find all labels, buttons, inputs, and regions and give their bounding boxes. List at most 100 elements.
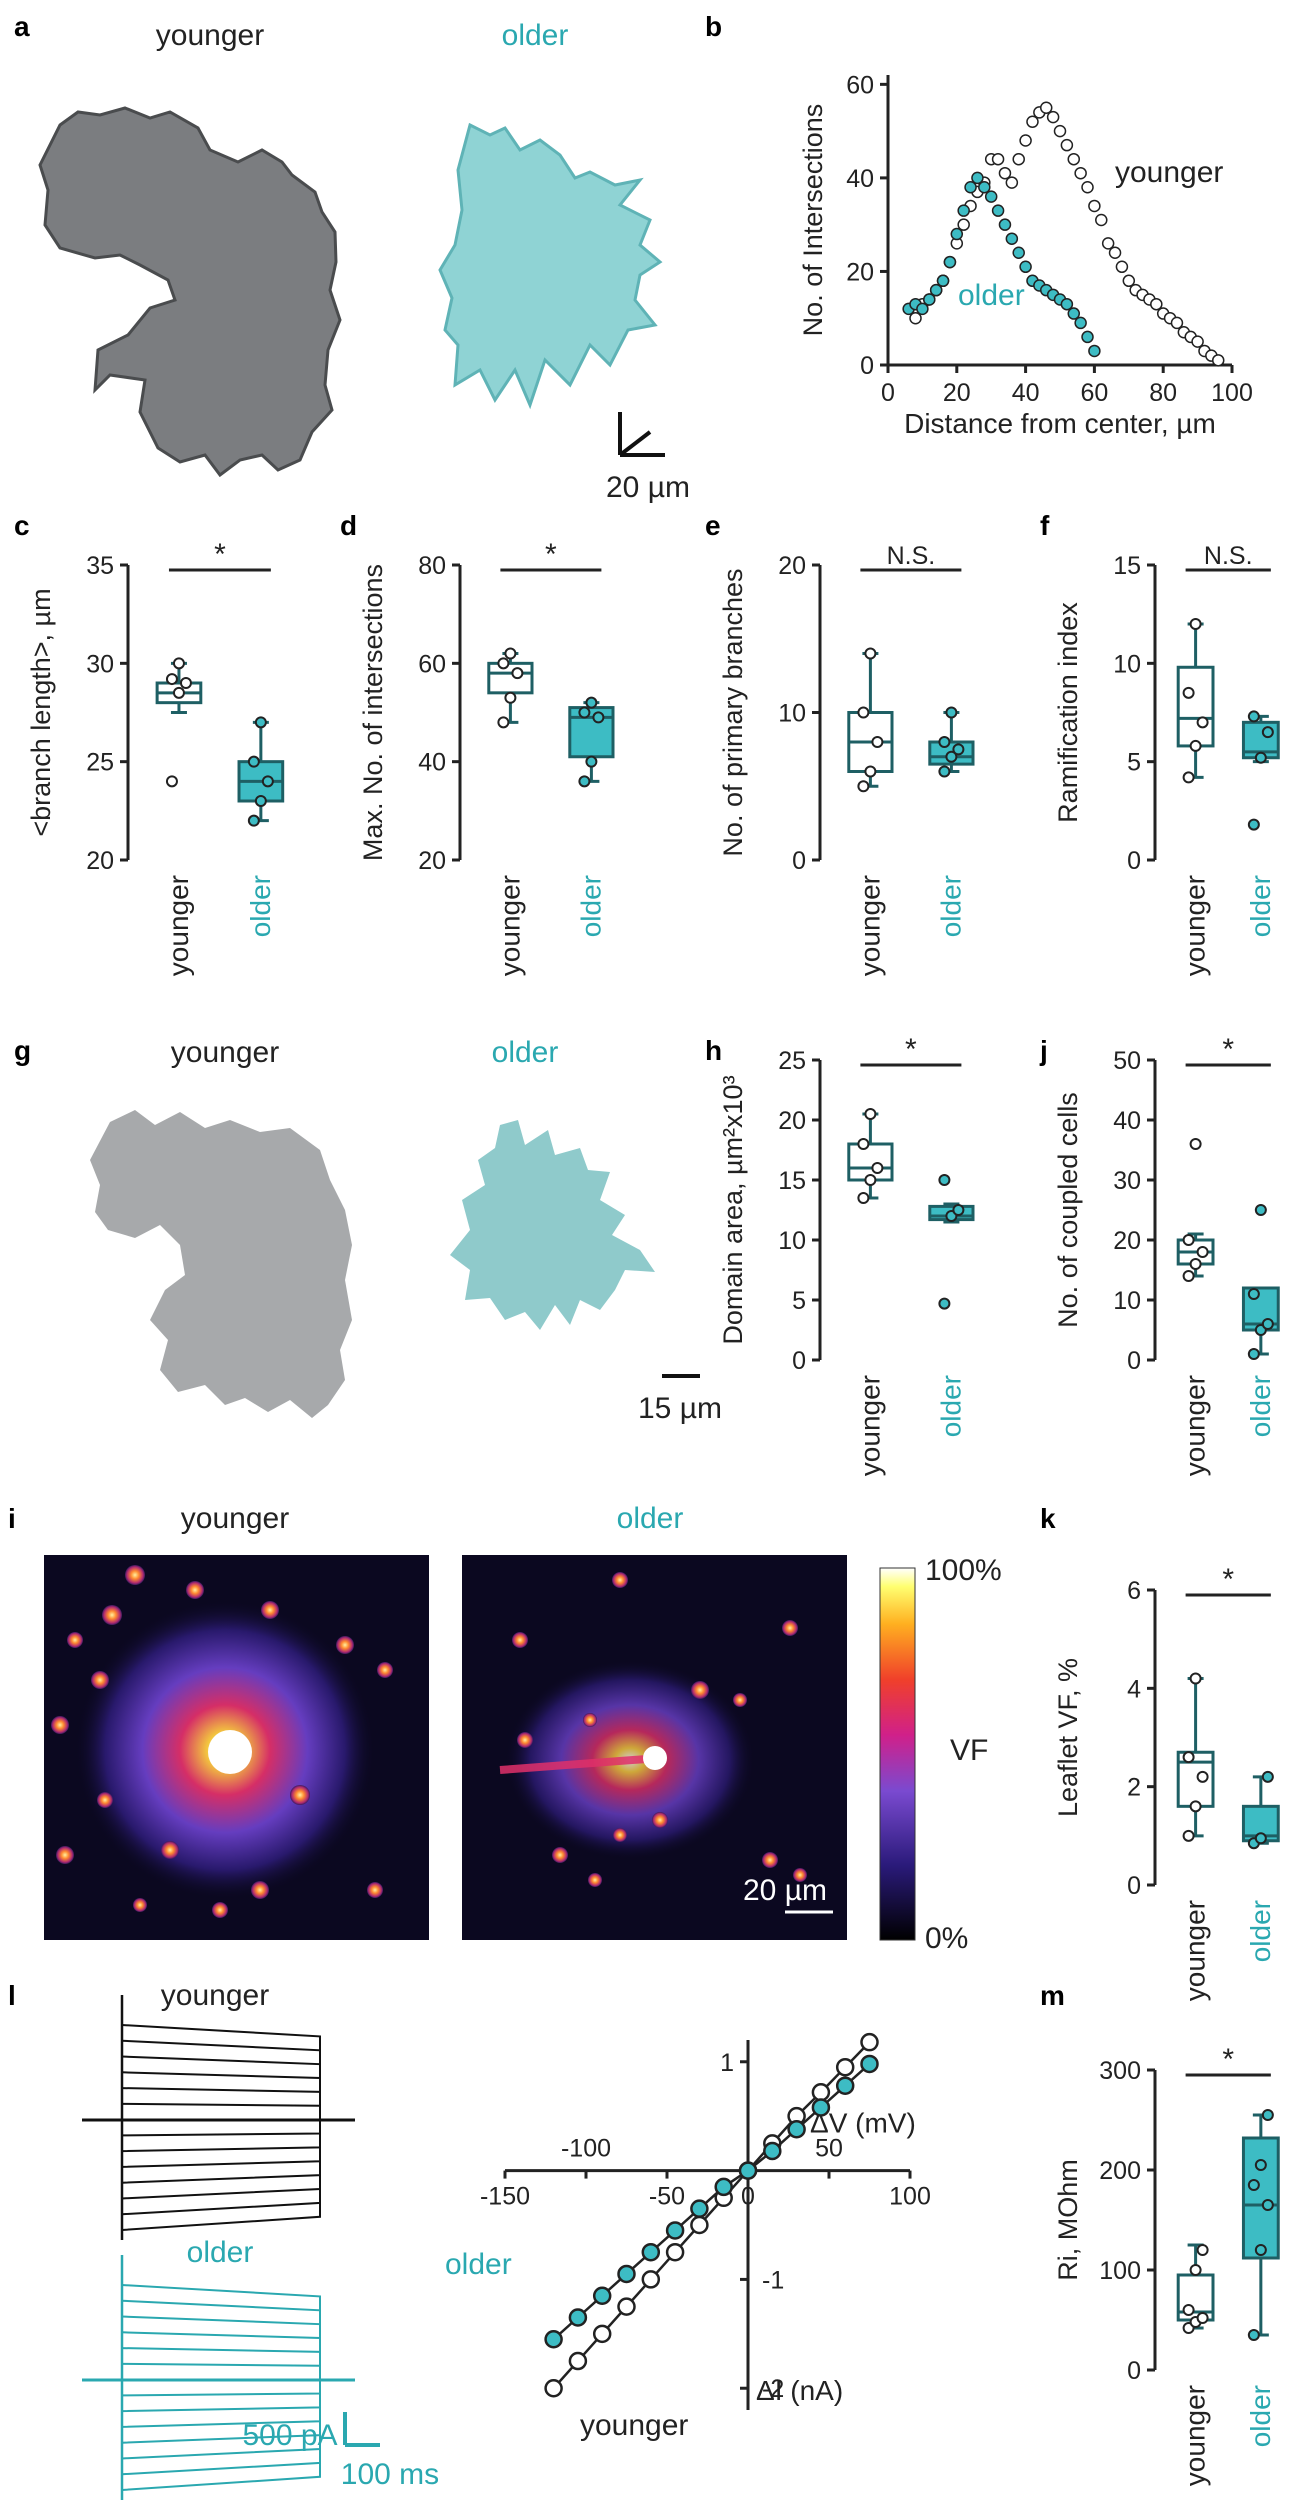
b-y-tick-label: 60 [846, 71, 874, 99]
iv-point-older [811, 2098, 831, 2117]
domain-area-box-chart: 0 5 10 15 20 25 Domain area, µm²x10³ younger old… [718, 1033, 975, 1476]
e-data-point [857, 780, 870, 793]
m-y-tick-label: 0 [1127, 2357, 1141, 2385]
f-data-point [1254, 751, 1267, 764]
e-data-point [871, 736, 884, 748]
f-sig-label: N.S. [1204, 542, 1253, 570]
c-data-point [165, 673, 178, 686]
b-point-younger [1067, 152, 1081, 166]
b-point-younger [1081, 181, 1094, 194]
current-trace [121, 2380, 321, 2397]
b-point-older [1019, 260, 1032, 274]
b-point-younger [1095, 213, 1108, 227]
b-point-younger [1005, 176, 1019, 189]
panel-label-j: j [1039, 1035, 1048, 1066]
b-point-older [1067, 307, 1081, 320]
panel-label-h: h [705, 1035, 722, 1066]
e-sig-label: N.S. [887, 542, 936, 570]
b-point-older [978, 181, 991, 194]
f-x-label-older: older [1245, 875, 1276, 937]
j-y-tick-label: 0 [1127, 1347, 1141, 1375]
j-y-tick-label: 10 [1113, 1287, 1141, 1315]
c-data-point [165, 775, 178, 788]
d-data-point [585, 696, 598, 709]
h-y-axis-label: Domain area, µm²x10³ [718, 1075, 748, 1344]
d-data-point [504, 691, 517, 704]
k-data-point [1182, 1751, 1195, 1764]
b-x-tick-label: 40 [1012, 379, 1040, 407]
c-data-point [172, 657, 185, 670]
d-data-point [504, 647, 517, 660]
panel-f: f 0 5 10 15 Ramification index younger older N.… [1040, 510, 1280, 976]
h-data-point [871, 1162, 884, 1174]
iv-point-younger [811, 2082, 831, 2102]
b-point-younger [1170, 316, 1184, 330]
b-point-younger [957, 218, 970, 231]
c-data-point [179, 677, 192, 689]
d-data-point [497, 657, 510, 670]
f-y-axis-label: Ramification index [1053, 602, 1083, 823]
panel-d: d 20 40 60 80 Max. No. of intersections young… [340, 510, 615, 976]
colorbar-top-label: 100% [925, 1554, 1002, 1587]
e-y-tick-label: 20 [778, 552, 806, 580]
j-y-tick-label: 40 [1113, 1107, 1141, 1135]
j-data-point [1189, 1138, 1202, 1150]
j-x-label-younger: younger [1180, 1375, 1211, 1476]
iv-point-older [738, 2161, 758, 2180]
panel-a-older-title: older [502, 19, 569, 52]
h-data-point [938, 1297, 951, 1310]
iv-x-tick-label: 0 [741, 2183, 755, 2211]
current-trace [121, 2380, 321, 2491]
d-data-point [585, 755, 598, 768]
j-data-point [1247, 1348, 1260, 1360]
iv-point-older [787, 2119, 806, 2139]
ri-box-chart: 0 100 200 300 Ri, MOhm younger older * [1053, 2043, 1280, 2486]
panel-g: g younger older 15 µm [14, 1035, 722, 1425]
colorbar-bottom-label: 0% [925, 1922, 968, 1955]
k-y-tick-label: 6 [1127, 1577, 1141, 1605]
current-trace [121, 2299, 321, 2380]
b-point-older [984, 190, 998, 203]
iv-x-tick-label: 100 [889, 2183, 931, 2211]
m-data-point [1247, 2179, 1260, 2191]
b-x-tick-label: 100 [1211, 379, 1253, 407]
d-data-point [578, 706, 591, 719]
b-point-younger [991, 152, 1005, 166]
younger-vf-image [44, 1555, 429, 1940]
b-annot-younger: younger [1115, 156, 1223, 189]
colorbar-mid-label: VF [950, 1734, 988, 1767]
panel-label-f: f [1040, 510, 1050, 541]
m-data-point [1254, 2159, 1267, 2171]
d-x-label-older: older [575, 875, 606, 937]
panel-g-younger-title: younger [171, 1036, 279, 1069]
iv-x-tick-label: -150 [480, 2183, 530, 2211]
vf-colorbar [879, 1567, 916, 1941]
iv-x-tick-label: 50 [815, 2135, 843, 2163]
k-y-axis-label: Leaflet VF, % [1053, 1658, 1083, 1817]
k-x-label-older: older [1245, 1900, 1276, 1962]
iv-point-younger [860, 2032, 879, 2052]
older-current-traces [82, 2255, 355, 2500]
j-y-tick-label: 20 [1113, 1227, 1141, 1255]
d-y-tick-label: 20 [418, 847, 446, 875]
k-x-label-younger: younger [1180, 1900, 1211, 2001]
c-data-point [247, 755, 260, 768]
panel-label-g: g [14, 1035, 31, 1066]
e-data-point [938, 765, 951, 778]
b-y-tick-label: 0 [860, 352, 874, 380]
iv-point-older [835, 2076, 855, 2095]
d-data-point [497, 716, 510, 729]
b-point-younger [1108, 246, 1122, 259]
iv-y-tick-label: -2 [762, 2375, 784, 2403]
b-point-younger [1150, 297, 1163, 311]
b-point-younger [1191, 335, 1204, 348]
d-y-tick-label: 60 [418, 650, 446, 678]
b-point-older [1060, 297, 1074, 311]
b-point-younger [1074, 166, 1087, 180]
iv-point-older [763, 2141, 782, 2161]
h-x-label-older: older [935, 1375, 966, 1437]
c-x-label-older: older [245, 875, 276, 937]
younger-cell-domain-shape [90, 1110, 352, 1418]
